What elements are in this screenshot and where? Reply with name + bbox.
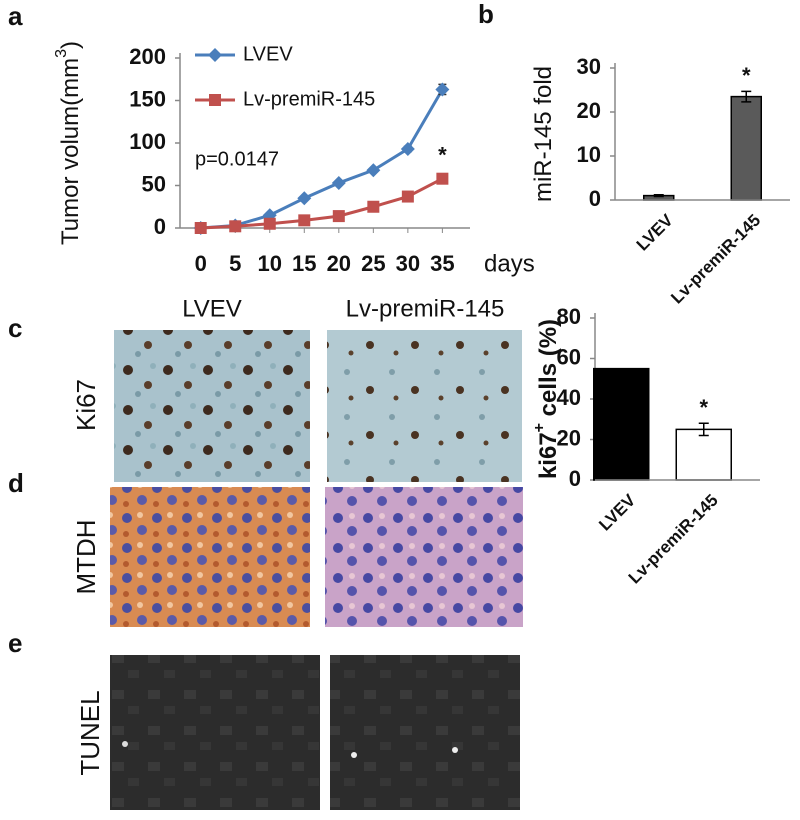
error-bar	[653, 193, 664, 198]
annotation: *	[438, 143, 447, 168]
bar	[730, 95, 762, 201]
y-axis-label-part: miR-145 fold	[530, 66, 557, 202]
y-tick-label: 200	[129, 44, 166, 69]
marker	[435, 82, 450, 97]
panel-label: d	[8, 468, 24, 498]
y-axis-label: Tumor volum(mm3)	[53, 41, 84, 245]
bar	[675, 428, 732, 481]
x-tick-label: Lv-premiR-145	[667, 211, 764, 308]
marker	[229, 220, 242, 233]
marker	[331, 175, 346, 190]
mtdh-image-premir	[325, 487, 523, 627]
x-tick-label: LVEV	[595, 490, 639, 534]
y-tick-label: 0	[589, 186, 601, 211]
marker	[332, 210, 345, 223]
x-tick-label: 0	[195, 251, 207, 276]
tunel-spot	[452, 747, 458, 753]
y-axis-label-part: ki67	[535, 432, 562, 479]
y-axis-label-part: )	[57, 41, 84, 49]
x-tick-label: 25	[361, 251, 385, 276]
column-header: LVEV	[182, 295, 242, 322]
y-axis-label: miR-145 fold	[530, 66, 557, 202]
mtdh-image-lvev	[110, 487, 310, 627]
marker	[194, 222, 207, 234]
legend-label: Lv-premiR-145	[243, 88, 375, 110]
y-axis-label-sup: +	[531, 423, 548, 432]
panel-label: b	[478, 0, 494, 29]
y-tick-label: 10	[577, 142, 601, 167]
annotation: *	[699, 395, 708, 420]
y-tick-label: 60	[557, 344, 581, 369]
tunel-image-premir	[330, 655, 520, 810]
ki67-image-lvev	[114, 330, 310, 482]
panel-label: a	[8, 1, 23, 31]
x-tick-label: 20	[327, 251, 351, 276]
column-header: Lv-premiR-145	[346, 295, 505, 322]
tunel-spot	[122, 741, 128, 747]
x-tick-label: LVEV	[633, 210, 677, 254]
x-tick-label: 10	[258, 251, 282, 276]
ki67-image-premir	[327, 330, 522, 482]
marker	[298, 214, 311, 227]
x-axis-label: days	[484, 250, 535, 277]
legend-marker	[209, 94, 221, 106]
y-tick-label: 0	[569, 466, 581, 491]
marker	[297, 191, 312, 206]
marker	[400, 141, 415, 156]
annotation: p=0.0147	[195, 148, 279, 170]
row-label: TUNEL	[75, 690, 105, 775]
marker	[401, 190, 414, 203]
tunel-spot	[351, 752, 357, 758]
y-axis-label-part: Tumor volum(mm	[57, 58, 84, 245]
error-bar	[698, 422, 709, 437]
annotation: *	[742, 63, 751, 88]
tunel-image-lvev	[110, 655, 320, 810]
y-axis-label: ki67+ cells (%)	[531, 319, 562, 479]
y-tick-label: 0	[154, 214, 166, 239]
y-tick-label: 20	[577, 98, 601, 123]
panel-label: e	[8, 628, 22, 658]
x-tick-label: Lv-premiR-145	[625, 491, 722, 588]
x-tick-label: 35	[430, 251, 454, 276]
row-label: Ki67	[71, 379, 101, 431]
legend-label: LVEV	[243, 43, 293, 65]
marker	[367, 200, 380, 213]
y-tick-label: 20	[557, 425, 581, 450]
y-axis-label-sup: 3	[53, 49, 70, 58]
legend-marker	[208, 48, 222, 62]
y-tick-label: 30	[577, 54, 601, 79]
y-tick-label: 40	[557, 385, 581, 410]
bar	[593, 367, 650, 481]
marker	[366, 163, 381, 178]
x-tick-label: 5	[229, 251, 241, 276]
marker	[263, 217, 276, 230]
y-tick-label: 100	[129, 129, 166, 154]
row-label: MTDH	[71, 519, 101, 594]
y-axis-label-part: cells (%)	[535, 319, 562, 423]
marker	[436, 172, 449, 185]
y-tick-label: 150	[129, 86, 166, 111]
y-tick-label: 80	[557, 304, 581, 329]
x-tick-label: 15	[292, 251, 316, 276]
y-tick-label: 50	[142, 171, 166, 196]
x-tick-label: 30	[396, 251, 420, 276]
panel-label: c	[8, 313, 22, 343]
error-bar	[741, 90, 752, 103]
